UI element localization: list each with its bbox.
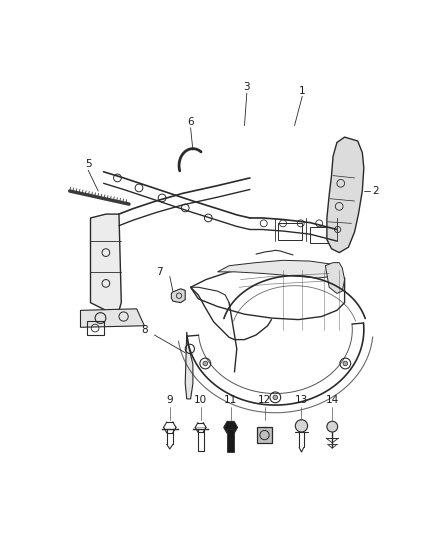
Polygon shape xyxy=(185,332,193,399)
Polygon shape xyxy=(325,263,345,294)
Text: 2: 2 xyxy=(372,186,379,196)
FancyBboxPatch shape xyxy=(257,427,272,443)
Text: 14: 14 xyxy=(325,395,339,406)
Polygon shape xyxy=(224,422,237,433)
Text: 6: 6 xyxy=(187,117,194,127)
Text: 10: 10 xyxy=(194,395,207,406)
Text: 8: 8 xyxy=(141,325,148,335)
Polygon shape xyxy=(327,137,364,253)
Circle shape xyxy=(295,419,307,432)
Polygon shape xyxy=(171,289,185,303)
Polygon shape xyxy=(81,309,145,327)
Circle shape xyxy=(327,421,338,432)
Text: 3: 3 xyxy=(244,82,250,92)
Text: 7: 7 xyxy=(156,267,163,277)
Text: 5: 5 xyxy=(85,159,92,169)
Text: 13: 13 xyxy=(295,395,308,406)
Polygon shape xyxy=(218,260,341,278)
Text: 11: 11 xyxy=(224,395,237,406)
Text: 1: 1 xyxy=(299,86,306,96)
Polygon shape xyxy=(227,429,234,452)
Circle shape xyxy=(343,361,348,366)
Text: 9: 9 xyxy=(166,395,173,406)
Text: 12: 12 xyxy=(258,395,271,406)
Circle shape xyxy=(273,395,278,400)
Polygon shape xyxy=(91,214,121,310)
Circle shape xyxy=(203,361,208,366)
